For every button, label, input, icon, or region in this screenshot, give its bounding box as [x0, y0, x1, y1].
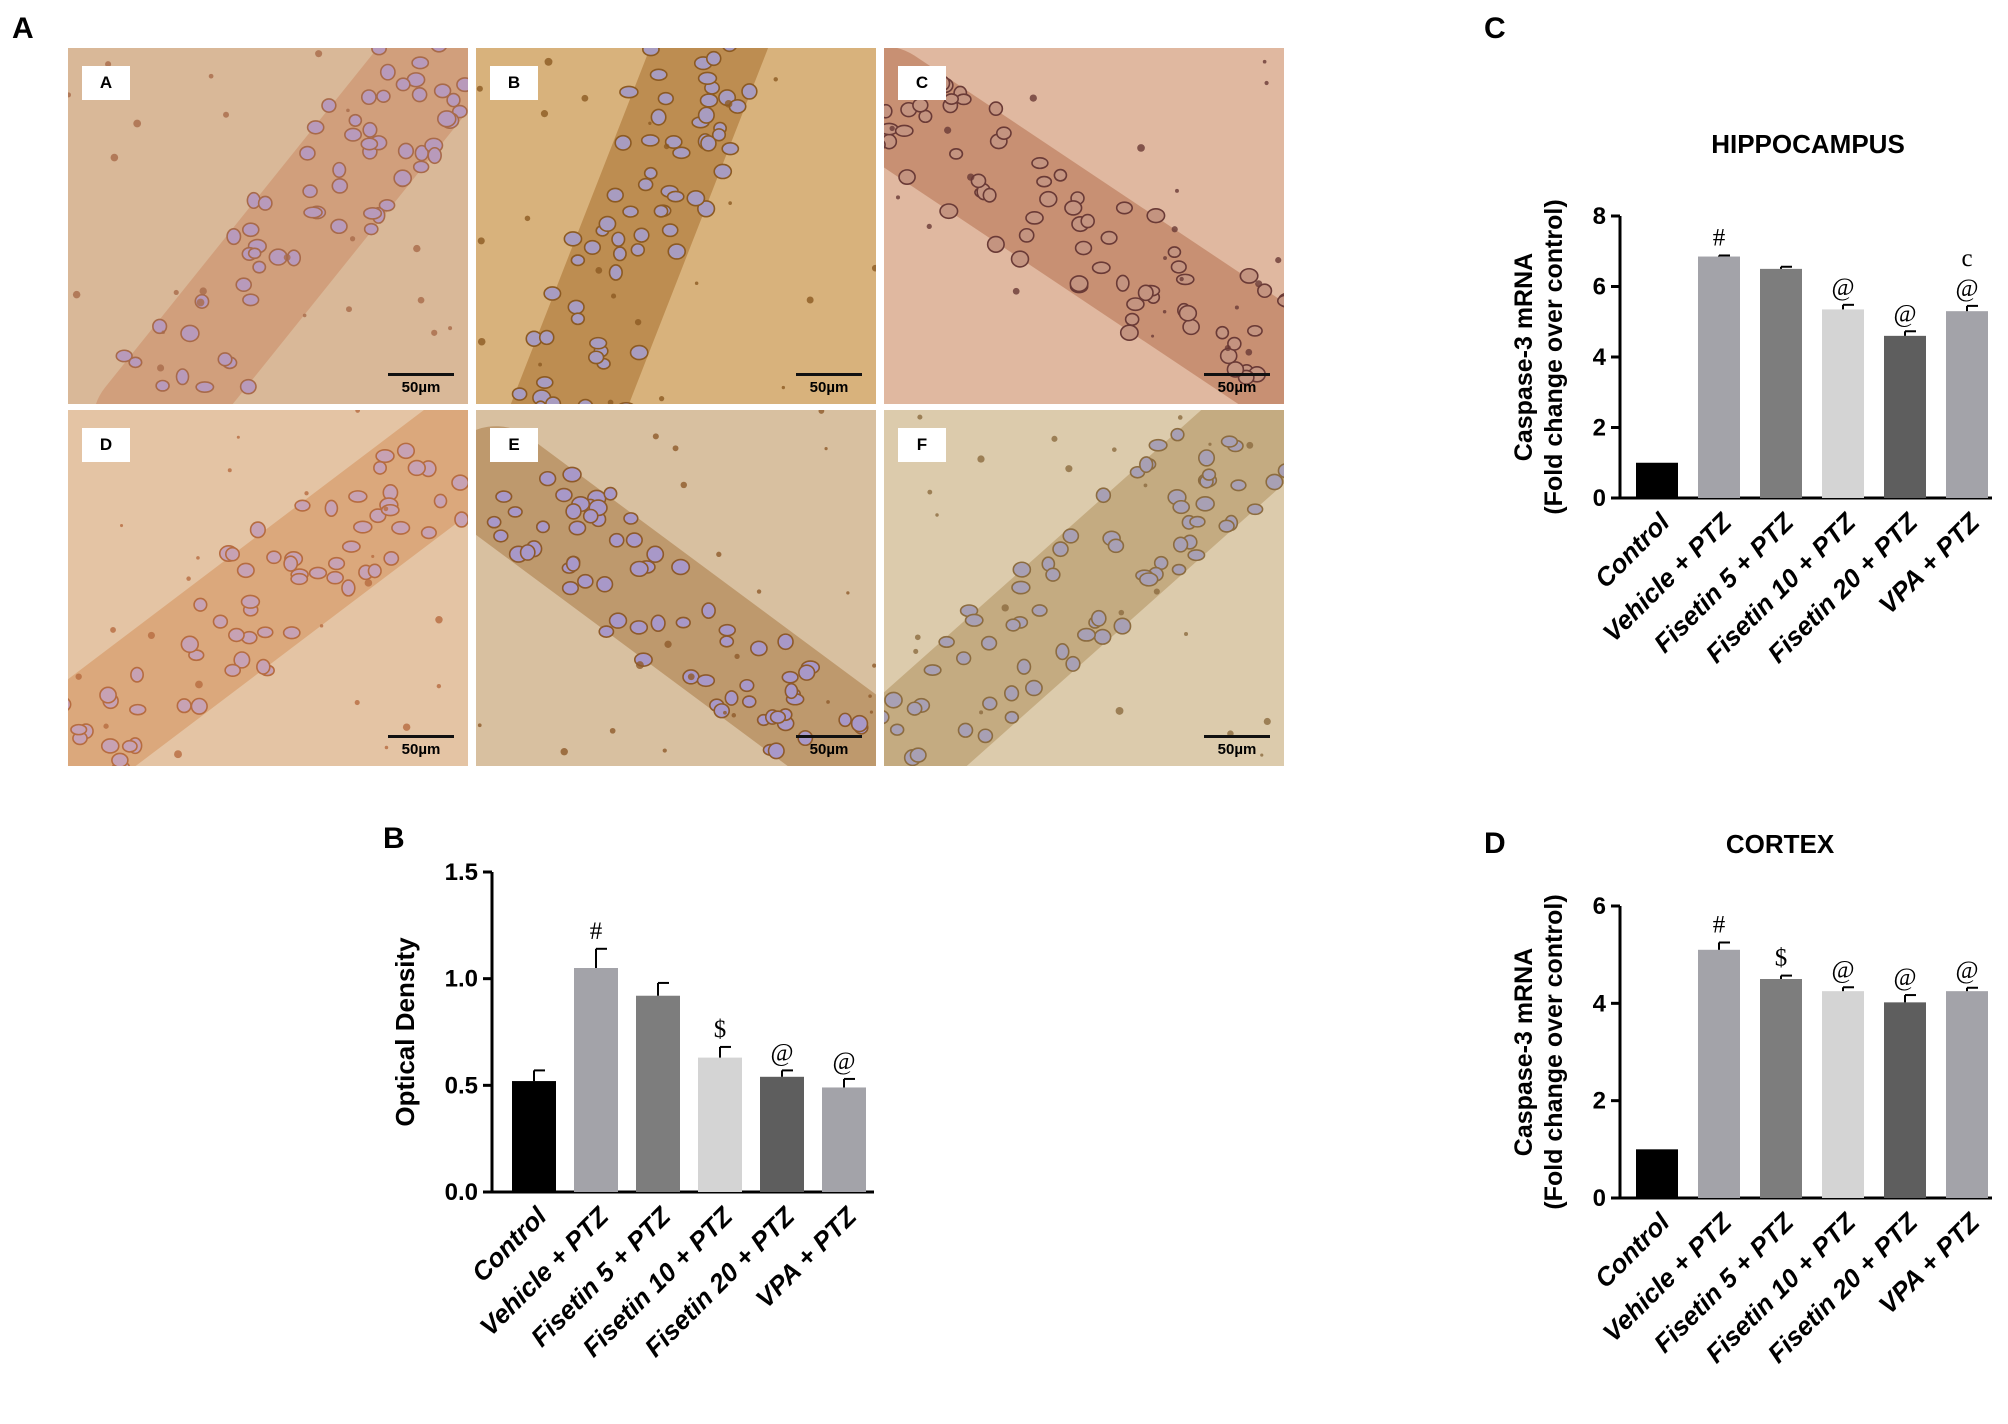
y-tick-label: 0 — [1593, 1185, 1606, 1212]
bar — [512, 1081, 556, 1192]
scale-bar-label: 50µm — [809, 379, 849, 396]
panel-letter-d: D — [1484, 827, 1506, 860]
bar — [1946, 991, 1988, 1198]
scale-bar: 50µm — [388, 373, 454, 396]
y-tick-label: 0.5 — [445, 1072, 478, 1099]
bar — [1698, 256, 1740, 498]
micrograph-label: B — [490, 66, 538, 100]
micrograph-d: D 50µm — [68, 410, 468, 766]
y-tick-label: 2 — [1593, 1088, 1606, 1115]
scale-bar-label: 50µm — [1217, 741, 1257, 758]
significance-marker: # — [1713, 912, 1726, 939]
y-tick-label: 4 — [1593, 990, 1607, 1017]
y-axis-label: Optical Density — [390, 937, 420, 1127]
micrograph-label: E — [490, 428, 538, 462]
micrograph-grid: A 50µm B 50µm C 50µm D 50µm E 50µm F 50µm — [68, 48, 1284, 766]
bar — [760, 1076, 804, 1192]
scale-bar-line — [388, 735, 454, 738]
micrograph-label: A — [82, 66, 130, 100]
scale-bar-label: 50µm — [809, 741, 849, 758]
bar — [1636, 1149, 1678, 1198]
y-axis-label-2: (Fold change over control) — [1540, 894, 1568, 1209]
scale-bar-line — [388, 373, 454, 376]
bar — [1760, 979, 1802, 1198]
panel-letter-b: B — [383, 822, 405, 855]
micrograph-e: E 50µm — [476, 410, 876, 766]
significance-marker: # — [590, 918, 603, 945]
significance-marker: @ — [1893, 300, 1916, 327]
bar — [1946, 311, 1988, 498]
micrograph-f: F 50µm — [884, 410, 1284, 766]
scale-bar: 50µm — [1204, 735, 1270, 758]
bar — [574, 968, 618, 1192]
chart-cortex: CORTEX Caspase-3 mRNA (Fold change over co… — [1500, 825, 2000, 1405]
scale-bar-label: 50µm — [401, 379, 441, 396]
significance-marker: @ — [1831, 956, 1854, 983]
y-axis-label: Caspase-3 mRNA — [1510, 948, 1538, 1156]
micrograph-a: A 50µm — [68, 48, 468, 404]
significance-marker: @ — [1831, 274, 1854, 301]
bar — [1884, 335, 1926, 498]
scale-bar: 50µm — [796, 373, 862, 396]
bar — [1822, 309, 1864, 498]
significance-marker: @ — [832, 1048, 855, 1075]
scale-bar-line — [1204, 373, 1270, 376]
significance-marker: c — [1961, 245, 1972, 272]
y-tick-label: 4 — [1593, 344, 1607, 371]
micrograph-label: F — [898, 428, 946, 462]
y-tick-label: 1.5 — [445, 859, 478, 886]
significance-marker: @ — [770, 1039, 793, 1066]
bar — [1884, 1002, 1926, 1198]
micrograph-b: B 50µm — [476, 48, 876, 404]
chart-title: HIPPOCAMPUS — [1711, 129, 1905, 159]
bar — [698, 1057, 742, 1192]
y-axis-label-2: (Fold change over control) — [1540, 199, 1568, 514]
scale-bar: 50µm — [796, 735, 862, 758]
scale-bar-label: 50µm — [401, 741, 441, 758]
y-tick-label: 6 — [1593, 893, 1606, 920]
significance-marker: @ — [1955, 957, 1978, 984]
panel-letter-a: A — [12, 12, 34, 45]
chart-title: CORTEX — [1726, 829, 1835, 859]
significance-marker: $ — [1775, 945, 1788, 972]
y-tick-label: 6 — [1593, 274, 1606, 301]
bar — [822, 1087, 866, 1192]
significance-marker: @ — [1955, 275, 1978, 302]
significance-marker: # — [1713, 224, 1726, 251]
y-tick-label: 8 — [1593, 203, 1606, 230]
bar — [1698, 949, 1740, 1198]
scale-bar: 50µm — [388, 735, 454, 758]
micrograph-label: D — [82, 428, 130, 462]
chart-optical-density: Optical Density 0.0 0.5 1.0 1.5 Control # Vehic… — [390, 840, 900, 1420]
y-tick-label: 2 — [1593, 415, 1606, 442]
scale-bar-label: 50µm — [1217, 379, 1257, 396]
y-tick-label: 0.0 — [445, 1179, 478, 1206]
bar — [1636, 462, 1678, 498]
scale-bar-line — [1204, 735, 1270, 738]
bar — [1760, 268, 1802, 498]
scale-bar: 50µm — [1204, 373, 1270, 396]
y-tick-label: 0 — [1593, 485, 1606, 512]
significance-marker: @ — [1893, 964, 1916, 991]
micrograph-c: C 50µm — [884, 48, 1284, 404]
scale-bar-line — [796, 735, 862, 738]
bar — [636, 995, 680, 1192]
micrograph-label: C — [898, 66, 946, 100]
chart-hippocampus: HIPPOCAMPUS Caspase-3 mRNA (Fold change ov… — [1500, 120, 2000, 760]
scale-bar-line — [796, 373, 862, 376]
significance-marker: $ — [714, 1016, 727, 1043]
y-tick-label: 1.0 — [445, 966, 478, 993]
panel-letter-c: C — [1484, 12, 1506, 45]
y-axis-label: Caspase-3 mRNA — [1510, 253, 1538, 461]
bar — [1822, 991, 1864, 1198]
